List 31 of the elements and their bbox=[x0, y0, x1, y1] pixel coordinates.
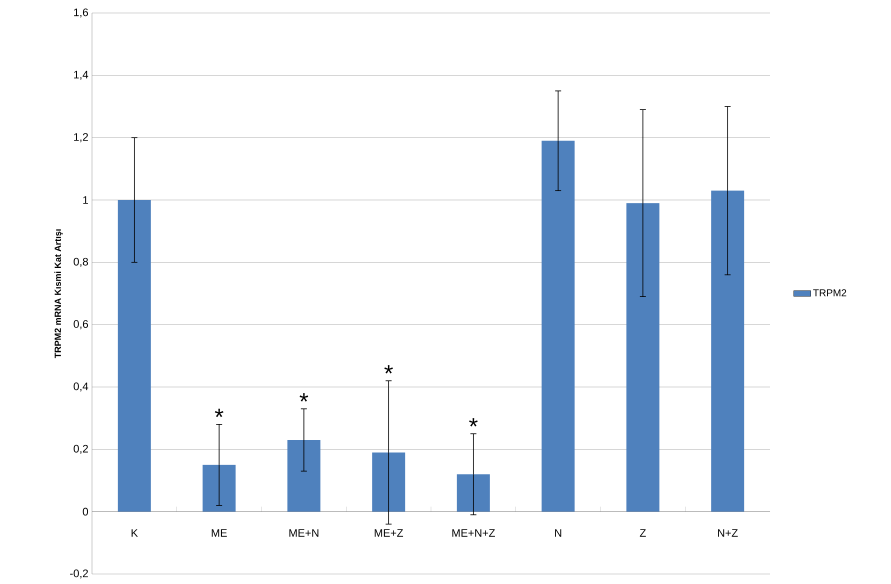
bar bbox=[711, 190, 744, 512]
y-tick-label: 0,6 bbox=[74, 320, 88, 330]
y-tick-label: 0,2 bbox=[74, 444, 88, 454]
x-tick-label: N bbox=[555, 529, 562, 537]
annotation: * bbox=[384, 365, 393, 374]
bar bbox=[287, 440, 320, 512]
annotation: * bbox=[214, 408, 224, 418]
bar bbox=[372, 452, 406, 512]
y-tick-label: 1,4 bbox=[74, 70, 88, 80]
y-tick-label: 0,8 bbox=[74, 258, 88, 267]
bar bbox=[118, 200, 151, 512]
x-tick-label: N+Z bbox=[718, 529, 738, 537]
y-tick-label: 0 bbox=[82, 508, 88, 516]
y-tick-label: 1 bbox=[83, 196, 88, 204]
x-tick-label: ME+N bbox=[289, 529, 318, 537]
x-tick-label: K bbox=[132, 529, 138, 537]
y-tick-label: 1,2 bbox=[74, 133, 88, 142]
annotation: * bbox=[300, 393, 308, 402]
bar bbox=[456, 474, 490, 512]
y-axis-title: TRPM2 mRNA Kısmi Kat Artışı bbox=[54, 229, 63, 358]
x-tick-label: Z bbox=[640, 529, 646, 537]
bar bbox=[626, 203, 660, 512]
x-tick-label: ME+Z bbox=[374, 529, 404, 537]
y-tick-label: 0,4 bbox=[74, 382, 88, 392]
bar bbox=[542, 140, 575, 512]
legend-label: TRPM2 bbox=[813, 289, 846, 296]
x-tick-label: ME+N+Z bbox=[452, 529, 495, 537]
x-tick-label: ME bbox=[212, 529, 227, 537]
y-tick-label: -0,2 bbox=[70, 569, 88, 579]
annotation: * bbox=[469, 418, 478, 427]
y-tick-label: 1,6 bbox=[74, 8, 88, 18]
